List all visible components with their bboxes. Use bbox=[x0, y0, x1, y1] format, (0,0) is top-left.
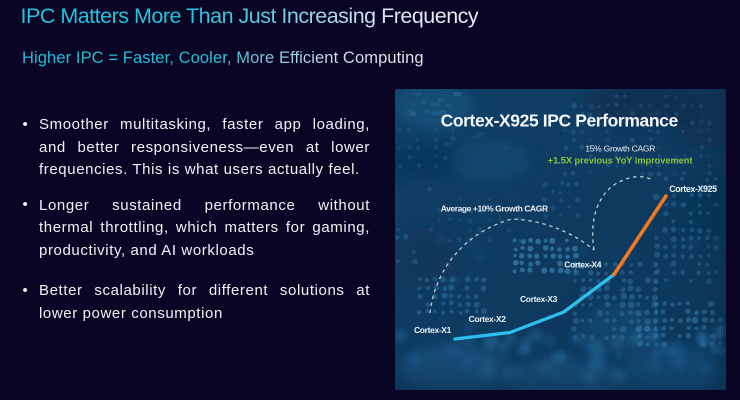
svg-text:Average +10% Growth CAGR: Average +10% Growth CAGR bbox=[441, 204, 548, 214]
svg-text:Cortex-X3: Cortex-X3 bbox=[520, 294, 558, 304]
svg-text:15% Growth CAGR: 15% Growth CAGR bbox=[585, 143, 655, 153]
svg-text:Cortex-X925: Cortex-X925 bbox=[669, 184, 717, 194]
svg-text:Cortex-X2: Cortex-X2 bbox=[469, 314, 507, 324]
svg-text:+1.5X previous YoY improvement: +1.5X previous YoY improvement bbox=[548, 156, 693, 166]
svg-text:Cortex-X4: Cortex-X4 bbox=[564, 259, 602, 269]
svg-text:Cortex-X925 IPC Performance: Cortex-X925 IPC Performance bbox=[441, 111, 679, 131]
svg-text:Cortex-X1: Cortex-X1 bbox=[414, 325, 452, 335]
